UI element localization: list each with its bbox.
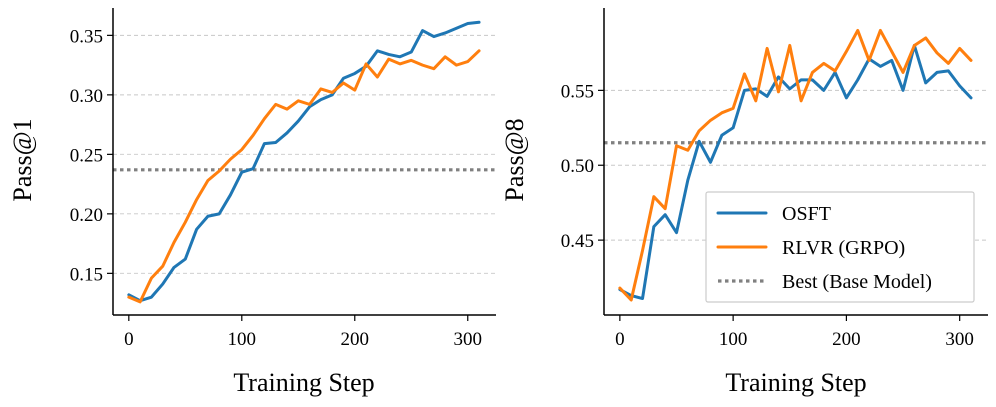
x-tick-label: 0 bbox=[124, 329, 134, 350]
series-line-rlvr-grpo bbox=[127, 49, 481, 304]
y-tick-label: 0.55 bbox=[561, 81, 594, 102]
y-tick-label: 0.35 bbox=[70, 26, 103, 47]
series-line-osft bbox=[127, 20, 481, 303]
y-tick-label: 0.50 bbox=[561, 156, 594, 177]
legend-frame bbox=[705, 191, 975, 303]
y-tick-label: 0.25 bbox=[70, 145, 103, 166]
legend-label-rlvr: RLVR (GRPO) bbox=[782, 237, 905, 259]
pass-at-1-chart: 0 100 200 300 0.15 0.20 0.25 0.30 0.35 Training … bbox=[8, 8, 496, 397]
x-tick-label: 300 bbox=[454, 329, 483, 350]
x-tick-label: 100 bbox=[228, 329, 257, 350]
x-axis-label: Training Step bbox=[233, 368, 374, 397]
series-line-rlvr-grpo bbox=[618, 28, 973, 302]
y-tick-label: 0.30 bbox=[70, 86, 103, 107]
y-axis-label: Pass@8 bbox=[500, 118, 529, 201]
x-tick-label: 200 bbox=[341, 329, 370, 350]
x-axis-label: Training Step bbox=[725, 368, 866, 397]
y-tick-label: 0.45 bbox=[561, 231, 594, 252]
legend: OSFT RLVR (GRPO) Best (Base Model) bbox=[705, 191, 975, 303]
y-axis-label: Pass@1 bbox=[8, 118, 37, 201]
x-tick-label: 200 bbox=[832, 329, 861, 350]
y-tick-label: 0.20 bbox=[70, 205, 103, 226]
x-tick-label: 100 bbox=[719, 329, 748, 350]
x-tick-label: 300 bbox=[945, 329, 974, 350]
x-tick-label: 0 bbox=[615, 329, 625, 350]
legend-label-best: Best (Base Model) bbox=[782, 271, 932, 293]
pass-at-8-chart: 0 100 200 300 0.45 0.50 0.55 Training Step Pas… bbox=[500, 8, 988, 397]
y-tick-label: 0.15 bbox=[70, 264, 103, 285]
legend-label-osft: OSFT bbox=[782, 203, 831, 225]
